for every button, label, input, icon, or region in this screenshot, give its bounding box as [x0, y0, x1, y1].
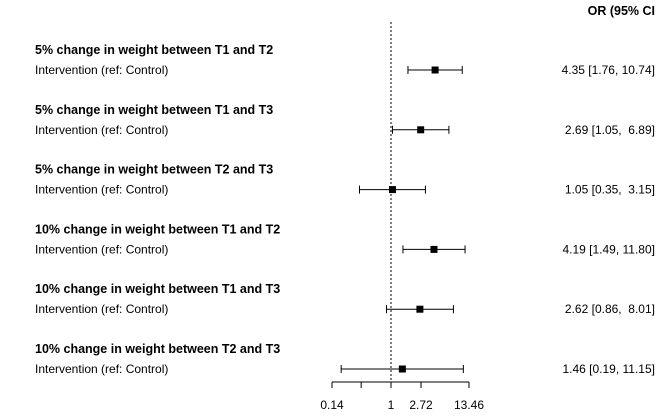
row-heading: 10% change in weight between T1 and T3 — [35, 282, 280, 296]
row-heading: 10% change in weight between T1 and T2 — [35, 222, 280, 236]
ci-text: 1.46 [0.19, 11.15] — [562, 362, 655, 376]
x-tick-label: 0.14 — [320, 398, 344, 412]
row-label: Intervention (ref: Control) — [35, 183, 168, 197]
forest-row: 10% change in weight between T2 and T3 In… — [35, 342, 655, 376]
row-label: Intervention (ref: Control) — [35, 242, 168, 256]
point-estimate — [417, 126, 425, 134]
point-estimate — [388, 186, 396, 194]
ci-text: 1.05 [0.35, 3.15] — [565, 183, 655, 197]
forest-row: 5% change in weight between T1 and T3 Int… — [35, 103, 655, 137]
forest-row: 5% change in weight between T2 and T3 Int… — [35, 163, 655, 197]
point-estimate — [431, 66, 439, 74]
x-tick-label: 2.72 — [409, 398, 433, 412]
x-tick-label: 13.46 — [454, 398, 484, 412]
forest-row: 10% change in weight between T1 and T2 In… — [35, 222, 655, 256]
row-label: Intervention (ref: Control) — [35, 362, 168, 376]
row-heading: 5% change in weight between T2 and T3 — [35, 163, 273, 177]
ci-text: 4.35 [1.76, 10.74] — [562, 63, 655, 77]
ci-text: 2.62 [0.86, 8.01] — [565, 302, 655, 316]
rows-layer: 5% change in weight between T1 and T2 Int… — [35, 22, 655, 382]
ci-text: 4.19 [1.49, 11.80] — [562, 242, 655, 256]
forest-row: 10% change in weight between T1 and T3 In… — [35, 282, 655, 316]
x-tick-label: 1 — [388, 398, 395, 412]
point-estimate — [430, 245, 438, 253]
row-heading: 5% change in weight between T1 and T3 — [35, 103, 273, 117]
column-header: OR (95% CI — [588, 4, 655, 18]
x-axis: 0.14 1 2.72 13.46 — [320, 381, 484, 412]
row-heading: 5% change in weight between T1 and T2 — [35, 43, 273, 57]
row-heading: 10% change in weight between T2 and T3 — [35, 342, 280, 356]
row-label: Intervention (ref: Control) — [35, 123, 168, 137]
row-label: Intervention (ref: Control) — [35, 302, 168, 316]
point-estimate — [416, 305, 424, 313]
point-estimate — [398, 365, 406, 373]
ci-text: 2.69 [1.05, 6.89] — [565, 123, 655, 137]
forest-row: 5% change in weight between T1 and T2 Int… — [35, 43, 655, 77]
row-label: Intervention (ref: Control) — [35, 63, 168, 77]
